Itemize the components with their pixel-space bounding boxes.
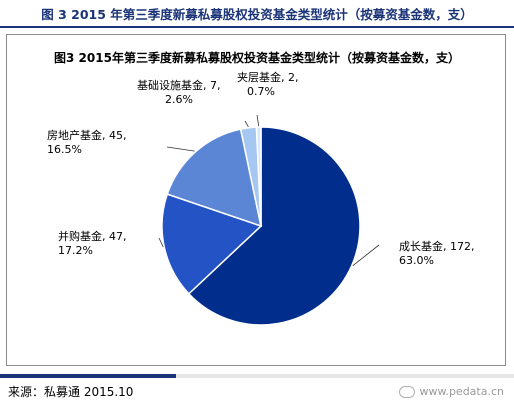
chart-title: 图3 2015年第三季度新募私募股权投资基金类型统计（按募资基金数，支） xyxy=(54,51,460,65)
leader-line-2 xyxy=(166,146,195,152)
chart-frame: 图3 2015年第三季度新募私募股权投资基金类型统计（按募资基金数，支） 成长基… xyxy=(6,34,506,366)
data-label-0: 成长基金, 172, 63.0% xyxy=(399,239,475,267)
watermark-text: www.pedata.cn xyxy=(419,385,504,398)
figure-caption: 图 3 2015 年第三季度新募私募股权投资基金类型统计（按募资基金数，支） xyxy=(41,7,473,22)
pie-slice-0 xyxy=(187,126,361,326)
footer-rule-accent xyxy=(0,374,176,378)
data-label-2: 房地产基金, 45, 16.5% xyxy=(47,128,127,156)
header: 图 3 2015 年第三季度新募私募股权投资基金类型统计（按募资基金数，支） xyxy=(0,0,514,28)
watermark: www.pedata.cn xyxy=(399,385,504,398)
leader-line-4 xyxy=(256,114,260,127)
data-label-1: 并购基金, 47, 17.2% xyxy=(58,229,127,257)
data-label-4: 夹层基金, 2, 0.7% xyxy=(237,70,299,98)
data-label-3: 基础设施基金, 7, 2.6% xyxy=(137,78,221,106)
leader-line-3 xyxy=(244,120,249,128)
source-note: 来源：私募通 2015.10 xyxy=(8,385,134,399)
leader-line-1 xyxy=(158,237,164,248)
pie-chart: 成长基金, 172, 63.0% 并购基金, 47, 17.2% 房地产基金, 45, 1… xyxy=(47,70,475,326)
wechat-icon xyxy=(399,385,416,398)
pie-slice-2 xyxy=(166,128,263,228)
pie-slice-4 xyxy=(255,126,262,227)
footer-rule xyxy=(0,374,514,378)
leader-line-0 xyxy=(352,244,380,267)
pie-slice-1 xyxy=(161,193,263,295)
